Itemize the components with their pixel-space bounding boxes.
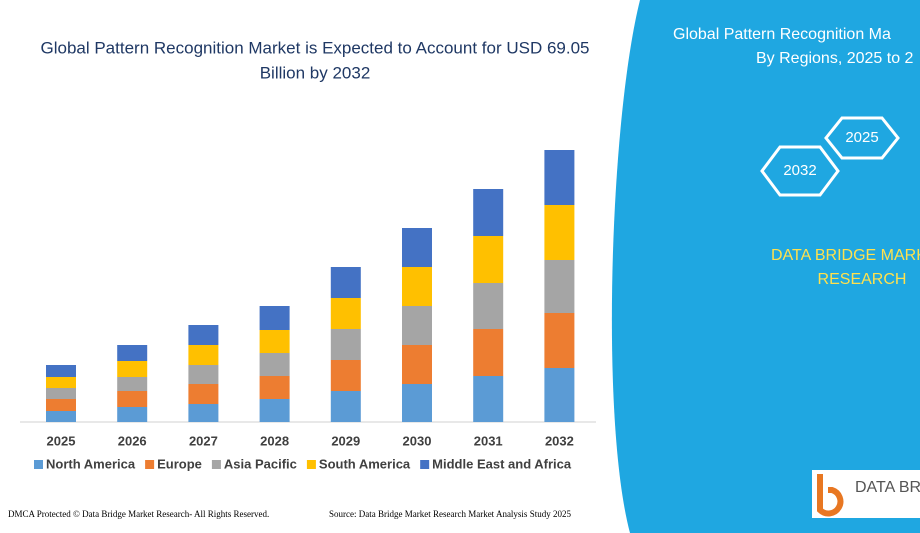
bar-segment (259, 399, 290, 422)
bar-segment (188, 404, 219, 422)
bar-segment (259, 306, 290, 330)
bar-segment (46, 377, 76, 388)
x-tick-label: 2032 (545, 433, 574, 448)
bar-segment (188, 325, 219, 345)
logo-mark (817, 474, 844, 517)
bar-segment (402, 306, 432, 345)
x-tick-label: 2031 (474, 433, 503, 448)
bar-segment (330, 391, 361, 422)
logo-text: DATA BRI (855, 479, 920, 496)
bar-segment (402, 384, 432, 422)
bar-segment (544, 150, 575, 205)
legend-swatch (211, 460, 221, 469)
bar-segment (117, 391, 148, 407)
bar-segment (259, 376, 290, 399)
bar-segment (117, 361, 148, 377)
x-tick-label: 2029 (331, 433, 360, 448)
bar-segment (402, 228, 432, 267)
bar-segment (330, 267, 361, 298)
bar-segment (117, 345, 148, 361)
legend-swatch (145, 460, 155, 469)
brand-text: DATA BRIDGE MARK (771, 247, 920, 264)
panel-title: Global Pattern Recognition Ma (673, 26, 891, 43)
bar-segment (544, 260, 575, 313)
bar-segment (473, 236, 504, 283)
bar-segment (46, 388, 76, 399)
bar-segment (46, 365, 76, 377)
legend-label: Middle East and Africa (432, 456, 572, 471)
footer-text: DMCA Protected © Data Bridge Market Rese… (8, 509, 269, 519)
legend-swatch (420, 460, 430, 469)
legend-label: Asia Pacific (224, 456, 297, 471)
bar-segment (117, 377, 148, 391)
legend-label: North America (46, 456, 136, 471)
bar-segment (330, 298, 361, 329)
chart-title: Global Pattern Recognition Market is Exp… (40, 38, 589, 57)
x-tick-label: 2026 (118, 433, 147, 448)
hexagon-label: 2025 (845, 129, 878, 146)
plot: 2025 2026 2027 2028 2029 2030 2031 2032 North Am… (34, 150, 575, 471)
bar-segment (188, 345, 219, 365)
panel-title: By Regions, 2025 to 2 (756, 50, 914, 67)
bar-segment (259, 330, 290, 353)
chart-title: Billion by 2032 (260, 63, 371, 82)
legend-swatch (34, 460, 43, 469)
bar-segment (46, 411, 76, 422)
bar-segment (473, 283, 504, 329)
legend-label: Europe (157, 456, 202, 471)
brand-text: RESEARCH (818, 271, 907, 288)
x-tick-label: 2028 (260, 433, 289, 448)
side-panel (611, 0, 920, 533)
footer-text: Source: Data Bridge Market Research Mark… (329, 509, 571, 519)
bar-segment (544, 205, 575, 260)
bar-segment (46, 399, 76, 411)
bar-segment (473, 376, 504, 422)
bar-segment (188, 365, 219, 384)
x-tick-label: 2025 (47, 433, 76, 448)
hexagon (824, 116, 900, 160)
hexagon-label: 2032 (783, 162, 816, 179)
bar-segment (259, 353, 290, 376)
hexagon (760, 145, 840, 197)
bar-segment (188, 384, 219, 404)
bar-segment (544, 368, 575, 422)
bar-segment (117, 407, 148, 422)
bar-segment (330, 360, 361, 391)
bar-segment (544, 313, 575, 368)
bar-segment (473, 329, 504, 376)
x-tick-label: 2030 (403, 433, 432, 448)
bar-segment (402, 267, 432, 306)
bar-segment (473, 189, 504, 236)
x-tick-label: 2027 (189, 433, 218, 448)
bar-segment (330, 329, 361, 360)
bar-segment (402, 345, 432, 384)
legend-label: South America (319, 456, 411, 471)
legend-swatch (306, 460, 316, 469)
logo-bg (812, 470, 920, 518)
